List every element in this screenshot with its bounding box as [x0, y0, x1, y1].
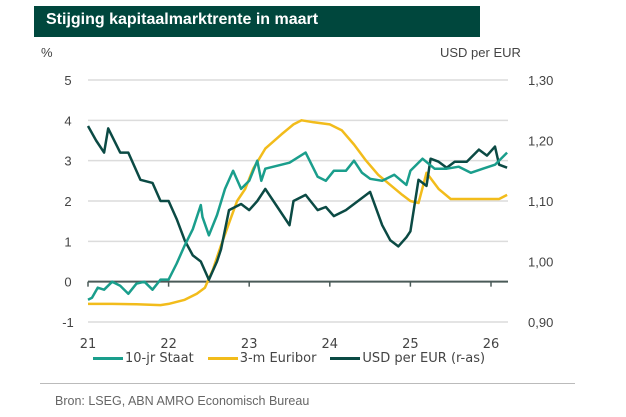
- legend-item-euribor: 3-m Euribor: [207, 351, 317, 366]
- legend-label-euribor: 3-m Euribor: [239, 351, 317, 366]
- y2-tick-label: 0,90: [528, 315, 553, 330]
- y-tick-label: 4: [64, 113, 71, 128]
- divider: [40, 383, 575, 384]
- x-tick-label: 21: [80, 337, 97, 352]
- x-tick-label: 26: [483, 337, 500, 352]
- legend-swatch-usd: [330, 357, 361, 360]
- y-tick-label: 5: [64, 73, 71, 88]
- legend-swatch-staat: [93, 357, 123, 360]
- legend-item-usd: USD per EUR (r-as): [330, 351, 485, 366]
- y2-tick-label: 1,20: [528, 134, 553, 149]
- y-tick-label: 0: [64, 275, 71, 290]
- legend-label-usd: USD per EUR (r-as): [362, 351, 486, 366]
- series-line-3m-euribor: [88, 119, 508, 307]
- left-axis-unit: %: [41, 45, 53, 60]
- chart-title: Stijging kapitaalmarktrente in maart: [46, 11, 319, 28]
- y-tick-label: 1: [64, 234, 71, 249]
- x-tick-label: 25: [402, 337, 419, 352]
- y2-tick-label: 1,10: [528, 194, 553, 209]
- source-note: Bron: LSEG, ABN AMRO Economisch Bureau: [55, 394, 310, 408]
- y2-tick-label: 1,00: [528, 255, 553, 270]
- legend-label-staat: 10-jr Staat: [125, 351, 194, 366]
- series-line-10jr-staat: [87, 151, 508, 301]
- y-tick-label: -1: [62, 315, 74, 330]
- y2-tick-label: 1,30: [528, 73, 553, 88]
- y-tick-label: 3: [64, 154, 71, 169]
- y-tick-label: 2: [64, 194, 71, 209]
- legend: 10-jr Staat 3-m Euribor USD per EUR (r-a…: [93, 351, 499, 366]
- x-tick-label: 24: [322, 337, 339, 352]
- x-tick-label: 23: [241, 337, 258, 352]
- x-tick-label: 22: [160, 337, 177, 352]
- legend-swatch-euribor: [207, 357, 238, 360]
- series-line-usd-per-eur: [86, 125, 508, 281]
- right-axis-unit: USD per EUR: [440, 45, 521, 60]
- chart-title-bar: Stijging kapitaalmarktrente in maart: [34, 6, 480, 37]
- legend-item-staat: 10-jr Staat: [93, 351, 194, 366]
